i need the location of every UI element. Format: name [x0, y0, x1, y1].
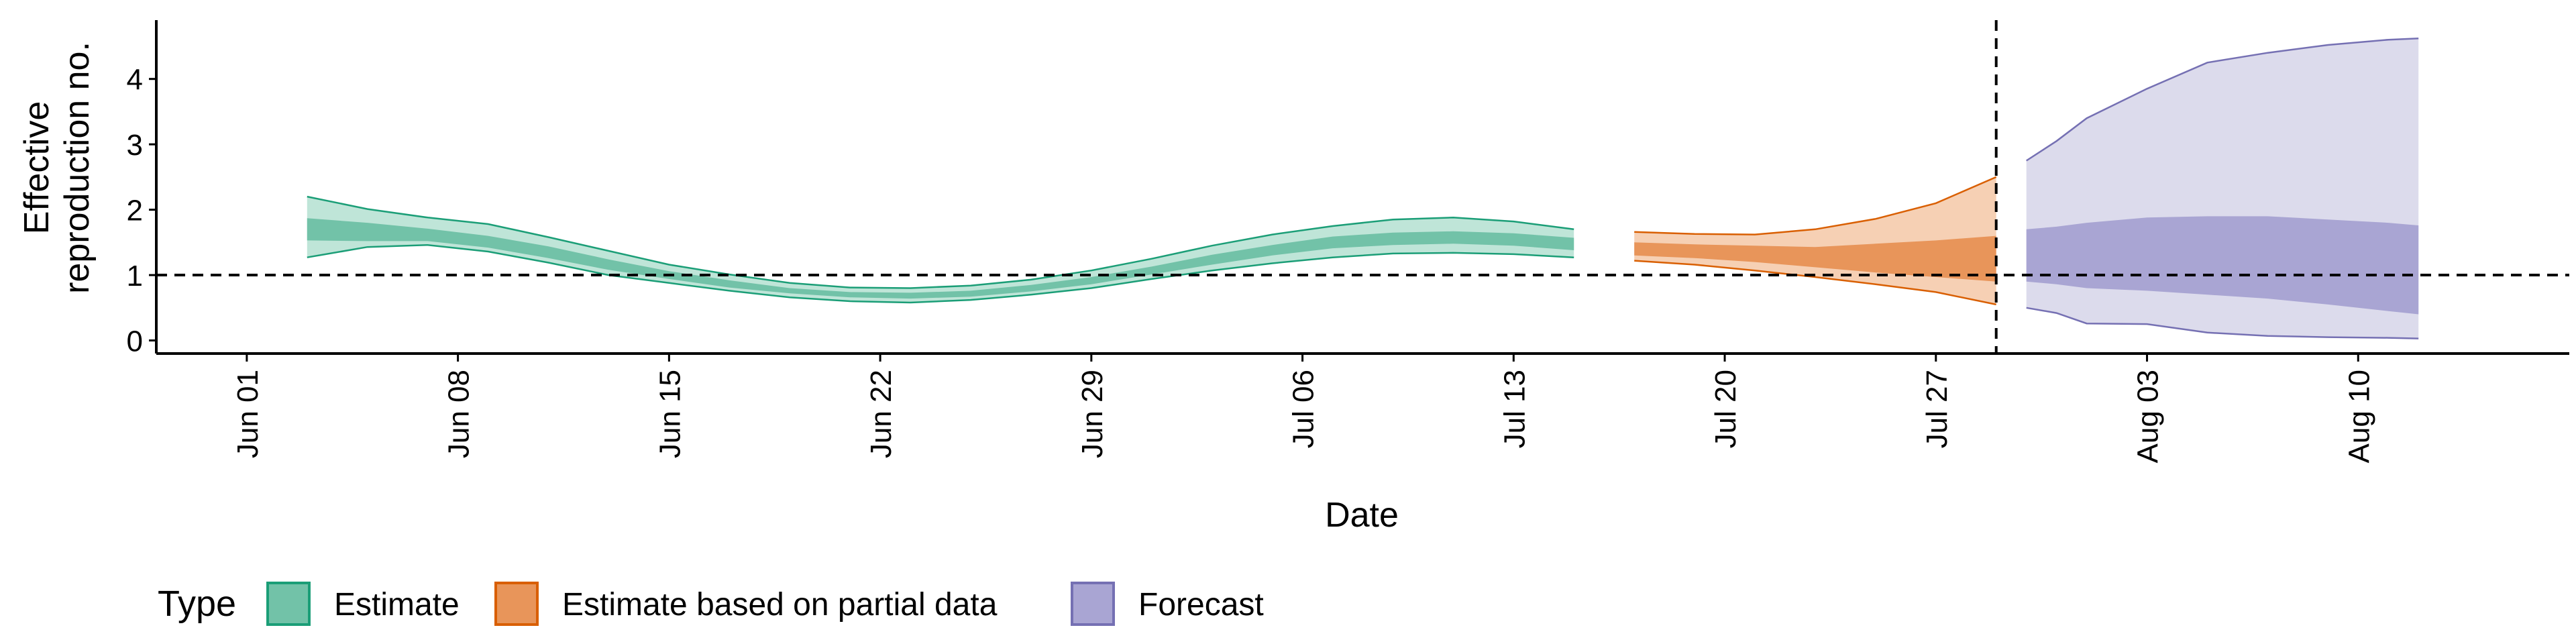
y-tick-label: 4: [127, 64, 143, 97]
legend-title: Type: [158, 584, 236, 624]
y-axis-label: Effective reproduction no.: [17, 42, 97, 294]
series-0-lower-edge: [307, 244, 1574, 304]
legend-label-2: Forecast: [1138, 587, 1264, 623]
series-0-inner-band: [307, 218, 1574, 299]
series-0: [307, 195, 1574, 304]
legend-key-1: [494, 582, 539, 626]
series-1-inner-band: [1634, 235, 1996, 282]
x-tick-label: Aug 10: [2343, 370, 2375, 463]
reference-lines: [156, 20, 2569, 354]
x-tick-label: Aug 03: [2132, 370, 2165, 463]
y-tick-label: 1: [127, 260, 143, 292]
y-tick-label: 2: [127, 195, 143, 227]
axes: [155, 20, 2569, 355]
x-tick-label: Jun 15: [653, 370, 686, 458]
x-tick-label: Jun 01: [231, 370, 264, 458]
series-1: [1634, 176, 1997, 306]
series-2-upper-edge: [2026, 38, 2419, 162]
x-tick-label: Jul 13: [1498, 370, 1531, 448]
x-tick-label: Jun 29: [1076, 370, 1109, 458]
y-axis-label-line-2: reproduction no.: [58, 42, 97, 294]
legend: Type Estimate Estimate based on partial d…: [158, 582, 1264, 626]
series-2-lower-edge: [2026, 307, 2419, 339]
series-2: [2026, 38, 2419, 339]
y-axis-label-line-1: Effective: [17, 101, 56, 234]
x-tick-label: Jul 27: [1921, 370, 1953, 448]
legend-label-1: Estimate based on partial data: [562, 587, 998, 623]
series-0-outer-band: [307, 197, 1574, 303]
plot-area: [307, 38, 2419, 339]
y-tick-label: 3: [127, 129, 143, 162]
x-tick-label: Jul 20: [1709, 370, 1742, 448]
legend-label-0: Estimate: [334, 587, 460, 623]
legend-key-2: [1071, 582, 1115, 626]
x-tick-label: Jul 06: [1287, 370, 1320, 448]
series-1-lower-edge: [1634, 260, 1996, 306]
series-0-upper-edge: [307, 195, 1574, 289]
series-2-inner-band: [2026, 216, 2419, 315]
legend-key-0: [266, 582, 311, 626]
x-axis-ticks: Jun 01 Jun 08 Jun 15 Jun 22 Jun 29 Jul 06 Jul …: [231, 354, 2375, 463]
series-1-upper-edge: [1634, 176, 1997, 235]
y-tick-label: 0: [127, 325, 143, 358]
x-tick-label: Jun 22: [865, 370, 898, 458]
y-axis-ticks: 0 1 2 3 4: [127, 64, 156, 358]
x-tick-label: Jun 08: [443, 370, 476, 458]
x-axis-label: Date: [1325, 496, 1399, 535]
